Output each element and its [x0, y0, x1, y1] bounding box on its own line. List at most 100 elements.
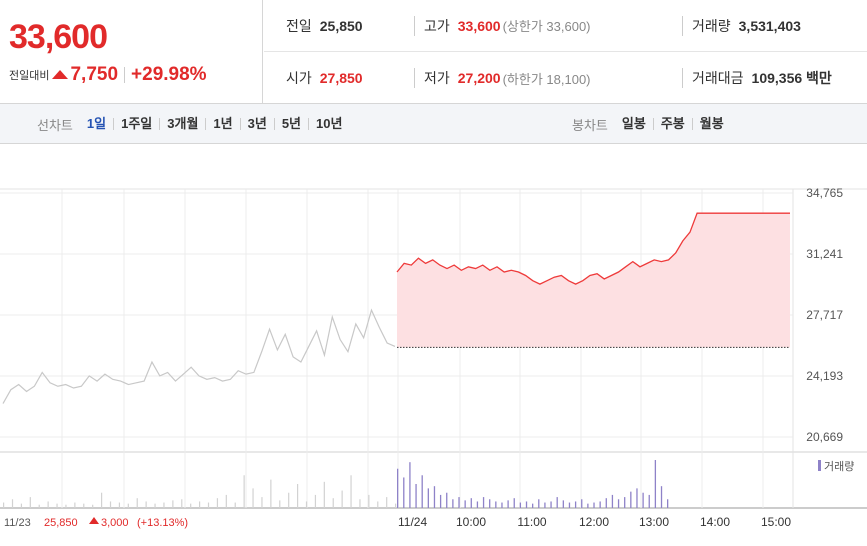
- volume-bar: [562, 500, 564, 508]
- volume-bar: [446, 492, 448, 508]
- volume-bar: [593, 502, 595, 508]
- volume-bar: [587, 503, 589, 508]
- lower-limit: (하한가 18,100): [502, 71, 591, 87]
- volume-bar: [252, 488, 254, 508]
- x-tick-label: 14:00: [700, 515, 730, 529]
- prev-note-change: 3,000: [101, 517, 129, 529]
- prev-day-price-line: [2, 308, 396, 404]
- tab-1day[interactable]: 1일: [86, 116, 107, 131]
- high-value: 33,600: [457, 17, 501, 34]
- volume-bar: [199, 501, 201, 508]
- volume-bar: [642, 492, 644, 508]
- amount-label: 거래대금: [692, 70, 744, 86]
- candle-chart-tabs: 봉차트 일봉 주봉 월봉: [572, 104, 731, 144]
- volume-bar: [127, 503, 129, 508]
- amount-value: 109,356 백만: [751, 70, 832, 86]
- volume-bar: [660, 486, 663, 508]
- x-tick-label: 10:00: [456, 515, 486, 529]
- open-label: 시가: [286, 70, 312, 86]
- volume-bar: [47, 501, 49, 508]
- open-stat: 시가 27,850: [286, 68, 363, 88]
- y-axis-labels: 34,765 31,241 27,717 24,193 20,669: [806, 186, 843, 444]
- volume-bar: [359, 499, 361, 508]
- volume-bar: [11, 499, 14, 508]
- volume-bar: [427, 488, 429, 508]
- open-value: 27,850: [319, 70, 363, 86]
- chart-grid: [0, 188, 867, 509]
- price-change: 전일대비 7,750 +29.98%: [9, 64, 207, 86]
- volume-legend: 거래량: [818, 460, 854, 473]
- tab-3month[interactable]: 3개월: [159, 117, 205, 130]
- y-tick-label: 31,241: [806, 247, 843, 261]
- volume-bar: [83, 503, 85, 508]
- volume-bar: [611, 494, 614, 508]
- candle-chart-title: 봉차트: [572, 117, 608, 133]
- volume-bar: [288, 492, 290, 508]
- up-arrow-icon: [52, 69, 69, 79]
- volume-bar: [3, 502, 5, 508]
- volume-bar: [216, 498, 219, 508]
- volume-bar: [92, 504, 94, 508]
- today-price-line: [396, 212, 790, 285]
- volume-bar: [550, 501, 552, 508]
- price-volume-svg: 34,765 31,241 27,717 24,193 20,669 거래량 11/24…: [0, 186, 867, 529]
- volume-bar: [314, 494, 317, 508]
- volume-bar: [525, 501, 528, 508]
- prev-note-date: 11/23: [4, 517, 31, 529]
- volume-bar: [599, 501, 601, 508]
- volume-bar: [636, 488, 638, 508]
- x-tick-label: 12:00: [579, 515, 609, 529]
- volume-bar: [507, 500, 509, 508]
- chart-period-tabs: 선차트 1일 1주일 3개월 1년 3년 5년 10년 봉차트 일봉 주봉 월봉: [0, 104, 867, 144]
- today-area-fill: [397, 213, 790, 348]
- volume-bar: [532, 503, 534, 508]
- volume-bar: [56, 503, 58, 508]
- stats-row-2: 시가 27,850 저가 27,200 (하한가 18,100) 거래대금 10…: [264, 52, 867, 104]
- tab-10year[interactable]: 10년: [308, 117, 349, 130]
- volume-bar: [386, 497, 388, 508]
- volume-bar: [172, 500, 174, 508]
- volume-bar: [439, 494, 442, 508]
- volume-bar: [648, 494, 650, 508]
- line-chart-tabs: 선차트 1일 1주일 3개월 1년 3년 5년 10년: [37, 104, 349, 144]
- current-price-box: 33,600 전일대비 7,750 +29.98%: [0, 0, 263, 104]
- volume-bar: [181, 499, 183, 508]
- volume-bar: [464, 500, 466, 508]
- volume-bar: [270, 479, 272, 508]
- volume-bar: [501, 502, 503, 508]
- volume-bar: [377, 501, 379, 508]
- volume-bar: [421, 475, 423, 508]
- prev-close-stat: 전일 25,850: [286, 16, 363, 36]
- current-price: 33,600: [9, 18, 108, 56]
- volume-bar: [225, 494, 227, 508]
- x-tick-label: 13:00: [639, 515, 669, 529]
- volume-bar: [207, 502, 210, 508]
- volume-bar: [513, 498, 515, 508]
- volume-bar: [495, 501, 497, 508]
- tab-daily-candle[interactable]: 일봉: [621, 116, 646, 131]
- tab-weekly-candle[interactable]: 주봉: [652, 117, 692, 130]
- tab-3year[interactable]: 3년: [239, 117, 274, 130]
- high-stat: 고가 33,600 (상한가 33,600): [414, 15, 591, 36]
- volume-bar: [654, 460, 657, 508]
- prev-close-label: 전일: [286, 17, 312, 34]
- volume-stat: 거래량 3,531,403: [682, 15, 801, 36]
- tab-5year[interactable]: 5년: [273, 117, 308, 130]
- volume-bar: [415, 484, 417, 508]
- volume-bar: [305, 501, 308, 508]
- x-tick-label: 11/24: [398, 515, 427, 529]
- volume-bar: [476, 501, 479, 508]
- volume-bar: [395, 503, 397, 508]
- volume-bar: [154, 503, 156, 508]
- volume-bar: [297, 484, 299, 508]
- tab-1week[interactable]: 1주일: [113, 117, 159, 130]
- volume-bar: [279, 500, 281, 508]
- volume-bar: [190, 503, 192, 508]
- high-label: 고가: [424, 17, 450, 34]
- tab-monthly-candle[interactable]: 월봉: [691, 117, 731, 130]
- tab-1year[interactable]: 1년: [205, 117, 239, 130]
- volume-bar: [482, 497, 485, 508]
- volume-bar: [341, 490, 343, 508]
- prev-close-value: 25,850: [319, 17, 363, 34]
- x-tick-label: 15:00: [761, 515, 791, 529]
